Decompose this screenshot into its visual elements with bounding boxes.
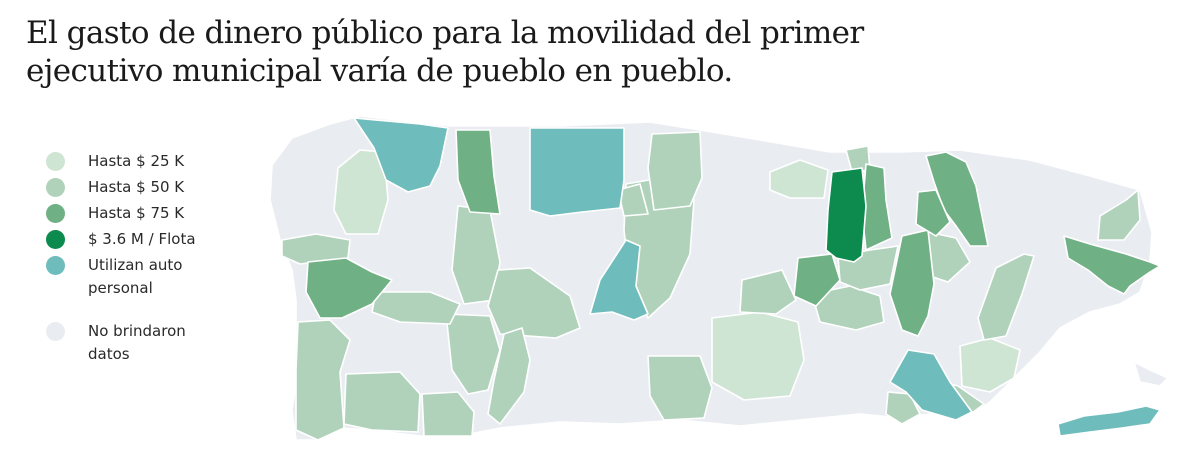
municipality-trujillo-alto [915, 189, 951, 237]
municipality-anasco [305, 257, 393, 319]
legend-item-hasta-25k: Hasta $ 25 K [46, 150, 228, 173]
legend-item-hasta-50k: Hasta $ 50 K [46, 176, 228, 199]
legend-label-hasta-75k: Hasta $ 75 K [88, 204, 185, 222]
municipality-luquillo-hills [1097, 189, 1141, 241]
municipality-camuy-south [617, 183, 649, 217]
legend-item-hasta-75k: Hasta $ 75 K [46, 202, 228, 225]
legend-swatch-no-data [46, 322, 65, 341]
municipality-las-marias [371, 291, 461, 325]
map-title: El gasto de dinero público para la movil… [26, 14, 986, 90]
legend-item-flota: $ 3.6 M / Flota [46, 228, 228, 251]
municipality-isabela [353, 117, 449, 193]
legend-label-hasta-25k: Hasta $ 25 K [88, 152, 185, 170]
municipality-san-german [343, 371, 421, 433]
legend-label-flota: $ 3.6 M / Flota [88, 230, 196, 248]
legend-swatch-auto-personal [46, 256, 65, 275]
municipality-sabana-grande [421, 391, 475, 437]
municipality-culebra [1133, 361, 1169, 387]
legend-swatch-flota [46, 230, 65, 249]
municipality-coamo [647, 355, 713, 421]
municipality-camuy [529, 127, 625, 217]
municipality-guayanilla [487, 327, 531, 425]
municipality-yauco [445, 313, 501, 395]
legend-swatch-hasta-75k [46, 204, 65, 223]
legend-item-auto-personal: Utilizan auto personal [46, 254, 228, 300]
municipality-fajardo [1063, 235, 1161, 295]
municipality-arecibo-east [769, 159, 829, 199]
municipality-cayey [711, 311, 805, 401]
legend: Hasta $ 25 K Hasta $ 50 K Hasta $ 75 K $… [46, 150, 228, 369]
municipality-yabucoa [959, 337, 1021, 393]
municipality-rincon [281, 233, 351, 265]
legend-swatch-hasta-25k [46, 152, 65, 171]
municipality-caguas [889, 229, 935, 337]
legend-label-hasta-50k: Hasta $ 50 K [88, 178, 185, 196]
legend-item-no-data: No brindaron datos [46, 320, 228, 366]
municipality-bayamon [825, 167, 867, 263]
municipality-arroyo [885, 391, 921, 425]
title-line-2: ejecutivo municipal varía de pueblo en p… [26, 53, 733, 89]
municipality-vieques [1057, 405, 1161, 437]
legend-swatch-hasta-50k [46, 178, 65, 197]
legend-label-no-data: No brindaron datos [88, 322, 186, 363]
municipality-utuado [487, 267, 581, 339]
municipality-guayama [889, 349, 973, 421]
municipality-hatillo [647, 131, 703, 211]
title-line-1: El gasto de dinero público para la movil… [26, 15, 864, 51]
municipality-adjuntas [589, 239, 649, 321]
municipality-aguadilla [333, 149, 389, 235]
municipality-mayaguez [295, 319, 351, 441]
municipality-comerio [739, 269, 797, 315]
municipality-naranjito [793, 253, 841, 307]
municipality-humacao [977, 253, 1035, 341]
legend-label-auto-personal: Utilizan auto personal [88, 256, 183, 297]
municipality-quebradillas [455, 129, 501, 215]
